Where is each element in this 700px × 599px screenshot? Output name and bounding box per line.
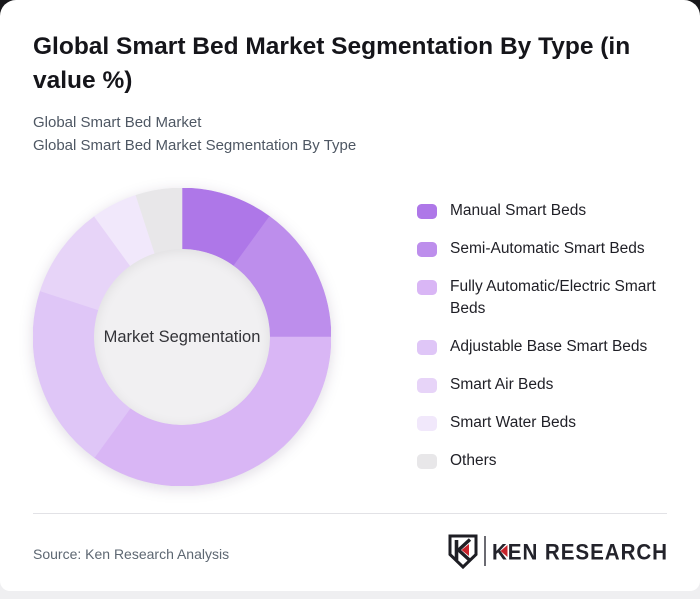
- donut-chart: Market Segmentation: [33, 188, 331, 486]
- legend-item-manual-smart-beds: Manual Smart Beds: [417, 200, 679, 222]
- legend-item-smart-water-beds: Smart Water Beds: [417, 412, 679, 434]
- legend-label-fully-automatic-electric-smart-beds: Fully Automatic/Electric Smart Beds: [450, 278, 656, 317]
- legend-swatch-fully-automatic-electric-smart-beds: [417, 279, 437, 295]
- ken-research-emblem-icon: [448, 534, 478, 570]
- legend-swatch-manual-smart-beds: [417, 203, 437, 219]
- chart-title: Global Smart Bed Market Segmentation By …: [33, 33, 631, 94]
- legend-item-semi-automatic-smart-beds: Semi-Automatic Smart Beds: [417, 238, 679, 260]
- legend-item-fully-automatic-electric-smart-beds: Fully Automatic/Electric Smart Beds: [417, 276, 679, 320]
- donut-center-label: Market Segmentation: [103, 327, 261, 346]
- legend-item-adjustable-base-smart-beds: Adjustable Base Smart Beds: [417, 336, 679, 358]
- chart-legend: Manual Smart Beds Semi-Automatic Smart Be…: [417, 200, 679, 488]
- legend-label-adjustable-base-smart-beds: Adjustable Base Smart Beds: [450, 338, 648, 355]
- logo-k-red-triangle-icon: [500, 545, 508, 557]
- donut-ring: [33, 188, 331, 486]
- logo-wordmark: KEN RESEARCH: [492, 540, 668, 565]
- subtitle-line-1: Global Smart Bed Market: [33, 114, 202, 131]
- legend-swatch-smart-water-beds: [417, 415, 437, 431]
- ken-research-logo: KEN RESEARCH: [446, 531, 670, 571]
- legend-swatch-semi-automatic-smart-beds: [417, 241, 437, 257]
- legend-swatch-adjustable-base-smart-beds: [417, 339, 437, 355]
- legend-item-smart-air-beds: Smart Air Beds: [417, 374, 679, 396]
- legend-swatch-others: [417, 453, 437, 469]
- legend-label-smart-water-beds: Smart Water Beds: [450, 414, 577, 431]
- donut-center: Market Segmentation: [94, 249, 270, 425]
- legend-label-manual-smart-beds: Manual Smart Beds: [450, 202, 587, 219]
- logo-divider: [484, 536, 486, 566]
- subtitle-line-2: Global Smart Bed Market Segmentation By …: [33, 137, 357, 154]
- footer-divider: [33, 513, 667, 514]
- legend-item-others: Others: [417, 450, 679, 472]
- chart-subtitle: Global Smart Bed Market Global Smart Bed…: [33, 111, 662, 157]
- source-note: Source: Ken Research Analysis: [33, 546, 230, 562]
- legend-label-smart-air-beds: Smart Air Beds: [450, 376, 554, 393]
- legend-label-others: Others: [450, 452, 497, 469]
- legend-label-semi-automatic-smart-beds: Semi-Automatic Smart Beds: [450, 240, 645, 257]
- legend-swatch-smart-air-beds: [417, 377, 437, 393]
